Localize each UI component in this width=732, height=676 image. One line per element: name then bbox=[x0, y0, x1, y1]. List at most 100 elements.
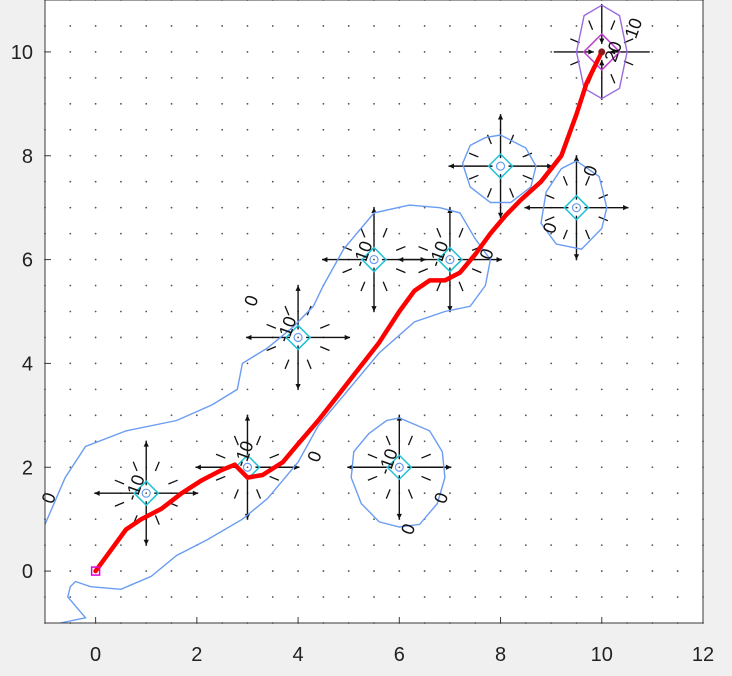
grid-dot bbox=[499, 232, 502, 235]
grid-dot bbox=[373, 51, 375, 53]
grid-dot bbox=[297, 25, 299, 27]
grid-dot bbox=[626, 362, 628, 365]
obstacle-diamond bbox=[563, 194, 590, 221]
grid-dot bbox=[120, 414, 122, 417]
grid-dot bbox=[221, 284, 224, 287]
grid-dot bbox=[69, 232, 72, 235]
arrow-short bbox=[562, 176, 568, 186]
grid-dot bbox=[524, 336, 527, 339]
grid-dot bbox=[373, 440, 375, 443]
grid-dot bbox=[524, 284, 527, 287]
arrow-short bbox=[471, 268, 482, 274]
grid-dot bbox=[271, 76, 274, 79]
grid-dot bbox=[676, 466, 679, 469]
grid-dot bbox=[120, 518, 122, 521]
grid-dot bbox=[676, 51, 679, 53]
grid-dot bbox=[145, 206, 148, 209]
grid-dot bbox=[347, 232, 350, 235]
grid-dot bbox=[195, 440, 198, 443]
grid-dot bbox=[170, 414, 173, 417]
grid-dot bbox=[271, 362, 274, 365]
grid-dot bbox=[499, 284, 502, 287]
grid-dot bbox=[651, 128, 654, 131]
grid-dot bbox=[195, 128, 198, 131]
obstacle-core bbox=[141, 488, 151, 498]
arrow-short bbox=[266, 346, 277, 352]
grid-dot bbox=[69, 25, 72, 27]
arrow-main-head bbox=[246, 334, 252, 341]
grid-dot bbox=[322, 51, 325, 53]
grid-dot bbox=[322, 310, 325, 313]
grid-dot bbox=[322, 440, 325, 443]
grid-dot bbox=[423, 388, 426, 391]
obstacle-core bbox=[394, 462, 404, 472]
grid-dot bbox=[373, 362, 375, 365]
grid-dot bbox=[221, 310, 224, 313]
grid-dot bbox=[676, 596, 679, 598]
arrow-main-head bbox=[396, 513, 402, 520]
grid-dot bbox=[373, 570, 375, 572]
grid-dot bbox=[271, 440, 274, 443]
grid-dot bbox=[170, 518, 173, 521]
grid-dot bbox=[651, 596, 654, 598]
grid-dot bbox=[94, 76, 97, 79]
grid-dot bbox=[221, 544, 224, 547]
grid-dot bbox=[449, 25, 451, 27]
grid-dot bbox=[271, 570, 274, 572]
grid-dot bbox=[449, 596, 451, 598]
grid-dot bbox=[499, 25, 502, 27]
grid-dot bbox=[94, 518, 97, 521]
grid-dot bbox=[474, 544, 477, 547]
grid-dot bbox=[145, 362, 148, 365]
grid-dot bbox=[626, 518, 628, 521]
grid-dot bbox=[271, 232, 274, 235]
arrow-short bbox=[367, 475, 378, 481]
grid-dot bbox=[398, 544, 401, 547]
grid-dot bbox=[626, 284, 628, 287]
grid-dot bbox=[120, 76, 122, 79]
grid-dot bbox=[69, 102, 72, 105]
grid-dot bbox=[626, 492, 628, 495]
grid-dot bbox=[651, 154, 654, 157]
grid-dot bbox=[474, 206, 477, 209]
grid-dot bbox=[449, 258, 451, 261]
grid-dot bbox=[474, 51, 477, 53]
grid-dot bbox=[297, 336, 299, 339]
grid-dot bbox=[600, 128, 603, 131]
grid-dot bbox=[550, 284, 553, 287]
grid-dot bbox=[651, 362, 654, 365]
arrow-short bbox=[320, 323, 330, 329]
grid-dot bbox=[94, 25, 97, 27]
grid-dot bbox=[94, 154, 97, 157]
grid-dot bbox=[676, 102, 679, 105]
x-tick-label: 4 bbox=[293, 644, 304, 666]
arrow-short bbox=[266, 323, 277, 329]
grid-dot bbox=[626, 596, 628, 598]
obstacle-core bbox=[445, 254, 455, 265]
grid-dot bbox=[626, 310, 628, 313]
grid-dot bbox=[246, 180, 249, 183]
grid-dot bbox=[423, 492, 426, 495]
grid-dot bbox=[170, 570, 173, 572]
grid-dot bbox=[575, 310, 578, 313]
grid-dot bbox=[575, 25, 578, 27]
grid-dot bbox=[246, 51, 249, 53]
grid-dot bbox=[145, 336, 148, 339]
grid-dot bbox=[271, 128, 274, 131]
arrow-short bbox=[418, 268, 428, 274]
grid-dot bbox=[69, 570, 72, 572]
grid-dot bbox=[449, 544, 451, 547]
grid-dot bbox=[322, 466, 325, 469]
grid-dot bbox=[221, 206, 224, 209]
grid-dot bbox=[676, 128, 679, 131]
arrow-short bbox=[610, 20, 616, 30]
grid-dot bbox=[626, 76, 628, 79]
arrow-main-head bbox=[244, 415, 251, 421]
grid-dot bbox=[120, 310, 122, 313]
x-tick-label: 8 bbox=[495, 644, 506, 666]
grid-dot bbox=[398, 180, 401, 183]
grid-dot bbox=[499, 388, 502, 391]
grid-dot bbox=[676, 388, 679, 391]
grid-dot bbox=[271, 180, 274, 183]
grid-dot bbox=[524, 440, 527, 443]
